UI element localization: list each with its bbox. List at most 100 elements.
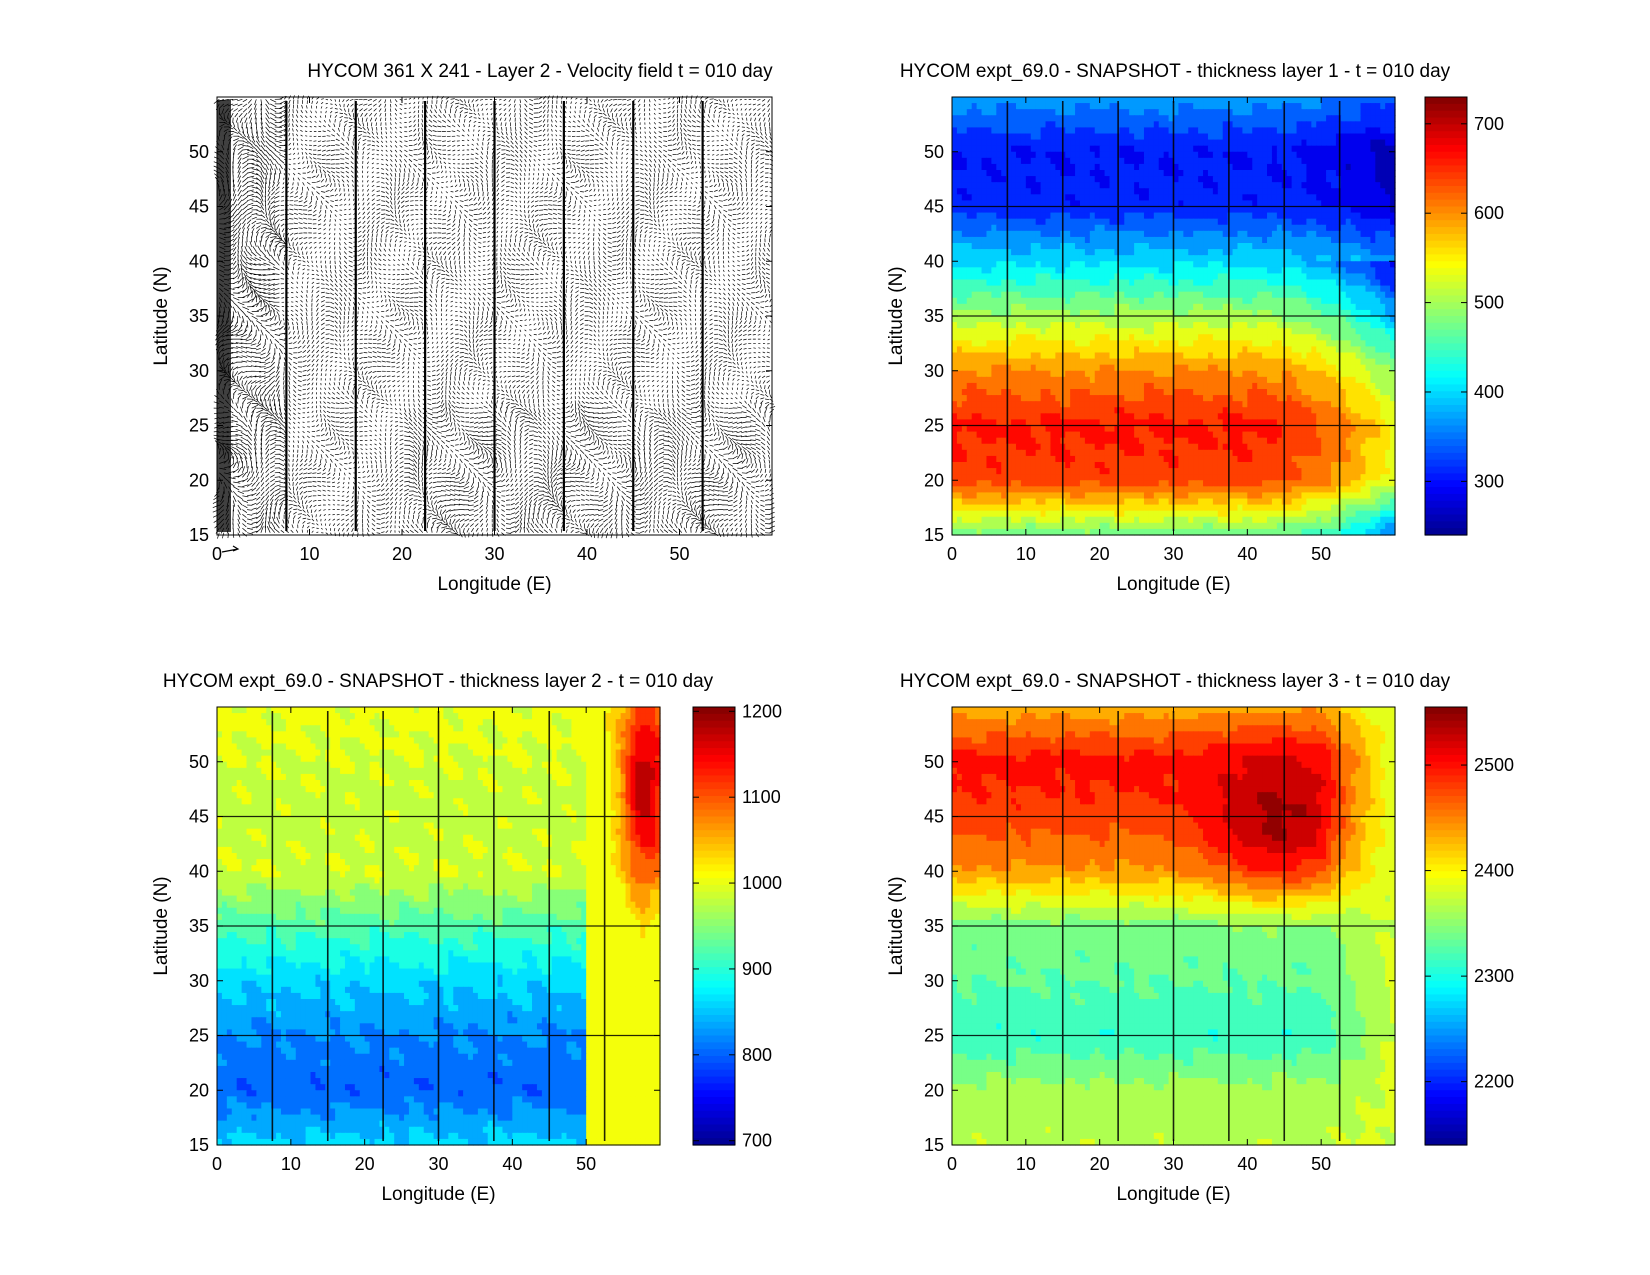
x-tick-label: 40 bbox=[577, 544, 597, 564]
x-axis-label: Longitude (E) bbox=[1116, 574, 1230, 595]
colorbar-tick-label: 2300 bbox=[1474, 966, 1514, 986]
vector-field bbox=[212, 95, 776, 539]
colorbar-tick-label: 2200 bbox=[1474, 1072, 1514, 1092]
colorbar-frame bbox=[1424, 96, 1468, 536]
y-axis-label: Latitude (N) bbox=[151, 876, 172, 975]
panel-layer1: 300 400 500 600 700 0 10 20 30 40 50 15 20 25 30 35 40 45… bbox=[886, 61, 1504, 595]
colorbar-tick-label: 500 bbox=[1474, 293, 1504, 313]
plot-title: HYCOM 361 X 241 - Layer 2 - Velocity fie… bbox=[307, 61, 773, 82]
y-tick-label: 40 bbox=[924, 251, 944, 271]
y-tick-label: 40 bbox=[924, 861, 944, 881]
y-tick-label: 45 bbox=[189, 197, 209, 217]
x-tick-label: 50 bbox=[1311, 544, 1331, 564]
tile-seams bbox=[217, 711, 660, 1141]
colorbar-tick-label: 2500 bbox=[1474, 755, 1514, 775]
heatmap-cells bbox=[217, 707, 661, 1146]
colorbar bbox=[1425, 97, 1467, 536]
panel-layer3: 2200 2300 2400 2500 0 10 20 30 40 50 15 20 25 30 35 40 4… bbox=[886, 671, 1514, 1205]
colorbar bbox=[693, 707, 735, 1146]
colorbar-tick-label: 1100 bbox=[742, 787, 781, 807]
x-tick-label: 50 bbox=[576, 1154, 596, 1174]
colorbar-tick-label: 700 bbox=[742, 1131, 772, 1151]
colorbar-tick-label: 900 bbox=[742, 959, 772, 979]
y-tick-label: 45 bbox=[924, 807, 944, 827]
y-tick-label: 45 bbox=[189, 807, 209, 827]
y-axis-label: Latitude (N) bbox=[886, 266, 907, 365]
western-boundary-current bbox=[217, 100, 231, 532]
colorbar-tick-label: 600 bbox=[1474, 203, 1504, 223]
x-tick-label: 40 bbox=[1237, 544, 1257, 564]
x-tick-label: 40 bbox=[502, 1154, 522, 1174]
x-tick-label: 30 bbox=[1163, 544, 1183, 564]
y-tick-label: 25 bbox=[924, 1026, 944, 1046]
reference-arrow bbox=[221, 545, 240, 553]
y-tick-label: 20 bbox=[189, 470, 209, 490]
y-tick-label: 15 bbox=[189, 525, 209, 545]
x-axis-label: Longitude (E) bbox=[437, 574, 551, 595]
y-tick-label: 40 bbox=[189, 251, 209, 271]
x-tick-label: 20 bbox=[1090, 544, 1110, 564]
colorbar-tick-label: 1200 bbox=[742, 701, 782, 721]
y-tick-label: 30 bbox=[189, 361, 209, 381]
tile-seams bbox=[952, 711, 1395, 1141]
x-tick-label: 10 bbox=[281, 1154, 301, 1174]
y-tick-label: 35 bbox=[189, 306, 209, 326]
y-tick-label: 25 bbox=[189, 1026, 209, 1046]
x-tick-label: 30 bbox=[428, 1154, 448, 1174]
x-tick-label: 20 bbox=[392, 544, 412, 564]
y-tick-label: 50 bbox=[189, 752, 209, 772]
colorbar-tick-label: 700 bbox=[1474, 114, 1504, 134]
colorbar-frame bbox=[1424, 706, 1468, 1146]
panel-layer2: 700 800 900 1000 1100 1200 0 10 20 30 40 50 15 20 25 30… bbox=[151, 671, 782, 1205]
y-tick-label: 30 bbox=[924, 971, 944, 991]
y-axis-label: Latitude (N) bbox=[886, 876, 907, 975]
y-tick-label: 15 bbox=[924, 525, 944, 545]
y-tick-label: 45 bbox=[924, 197, 944, 217]
x-tick-label: 0 bbox=[212, 1154, 222, 1174]
panel-velocity: 0 10 20 30 40 50 15 20 25 30 35 40 45 50 Longitude (E)… bbox=[151, 61, 776, 595]
x-tick-label: 10 bbox=[1016, 1154, 1036, 1174]
x-tick-label: 10 bbox=[1016, 544, 1036, 564]
colorbar-tick-label: 400 bbox=[1474, 382, 1504, 402]
colorbar-tick-label: 2400 bbox=[1474, 861, 1514, 881]
y-tick-label: 20 bbox=[924, 470, 944, 490]
x-tick-label: 0 bbox=[212, 544, 222, 564]
tile-seams bbox=[285, 101, 704, 531]
y-tick-label: 50 bbox=[189, 142, 209, 162]
heatmap-cells bbox=[952, 97, 1396, 536]
y-tick-label: 50 bbox=[924, 752, 944, 772]
velocity-vectors bbox=[212, 95, 776, 539]
plot-title: HYCOM expt_69.0 - SNAPSHOT - thickness l… bbox=[163, 671, 714, 692]
colorbar bbox=[1425, 707, 1467, 1146]
y-tick-label: 20 bbox=[189, 1080, 209, 1100]
y-tick-label: 40 bbox=[189, 861, 209, 881]
x-tick-label: 40 bbox=[1237, 1154, 1257, 1174]
colorbar-frame bbox=[692, 706, 736, 1146]
x-axis-label: Longitude (E) bbox=[1116, 1184, 1230, 1205]
colorbar-tick-label: 1000 bbox=[742, 873, 782, 893]
y-tick-label: 35 bbox=[924, 916, 944, 936]
heatmap-cells bbox=[952, 707, 1396, 1146]
colorbar-tick-label: 300 bbox=[1474, 471, 1504, 491]
plot-title: HYCOM expt_69.0 - SNAPSHOT - thickness l… bbox=[900, 671, 1451, 692]
y-tick-label: 50 bbox=[924, 142, 944, 162]
y-tick-label: 15 bbox=[924, 1135, 944, 1155]
x-tick-label: 10 bbox=[299, 544, 319, 564]
y-tick-label: 35 bbox=[189, 916, 209, 936]
y-tick-label: 20 bbox=[924, 1080, 944, 1100]
x-tick-label: 0 bbox=[947, 1154, 957, 1174]
x-axis-label: Longitude (E) bbox=[381, 1184, 495, 1205]
y-tick-label: 25 bbox=[189, 416, 209, 436]
y-tick-label: 35 bbox=[924, 306, 944, 326]
y-tick-label: 30 bbox=[189, 971, 209, 991]
x-tick-label: 50 bbox=[1311, 1154, 1331, 1174]
x-tick-label: 20 bbox=[355, 1154, 375, 1174]
x-tick-label: 30 bbox=[484, 544, 504, 564]
x-tick-label: 30 bbox=[1163, 1154, 1183, 1174]
plot-title: HYCOM expt_69.0 - SNAPSHOT - thickness l… bbox=[900, 61, 1451, 82]
colorbar-tick-label: 800 bbox=[742, 1045, 772, 1065]
y-tick-label: 15 bbox=[189, 1135, 209, 1155]
x-tick-label: 0 bbox=[947, 544, 957, 564]
tile-seams bbox=[952, 101, 1395, 531]
